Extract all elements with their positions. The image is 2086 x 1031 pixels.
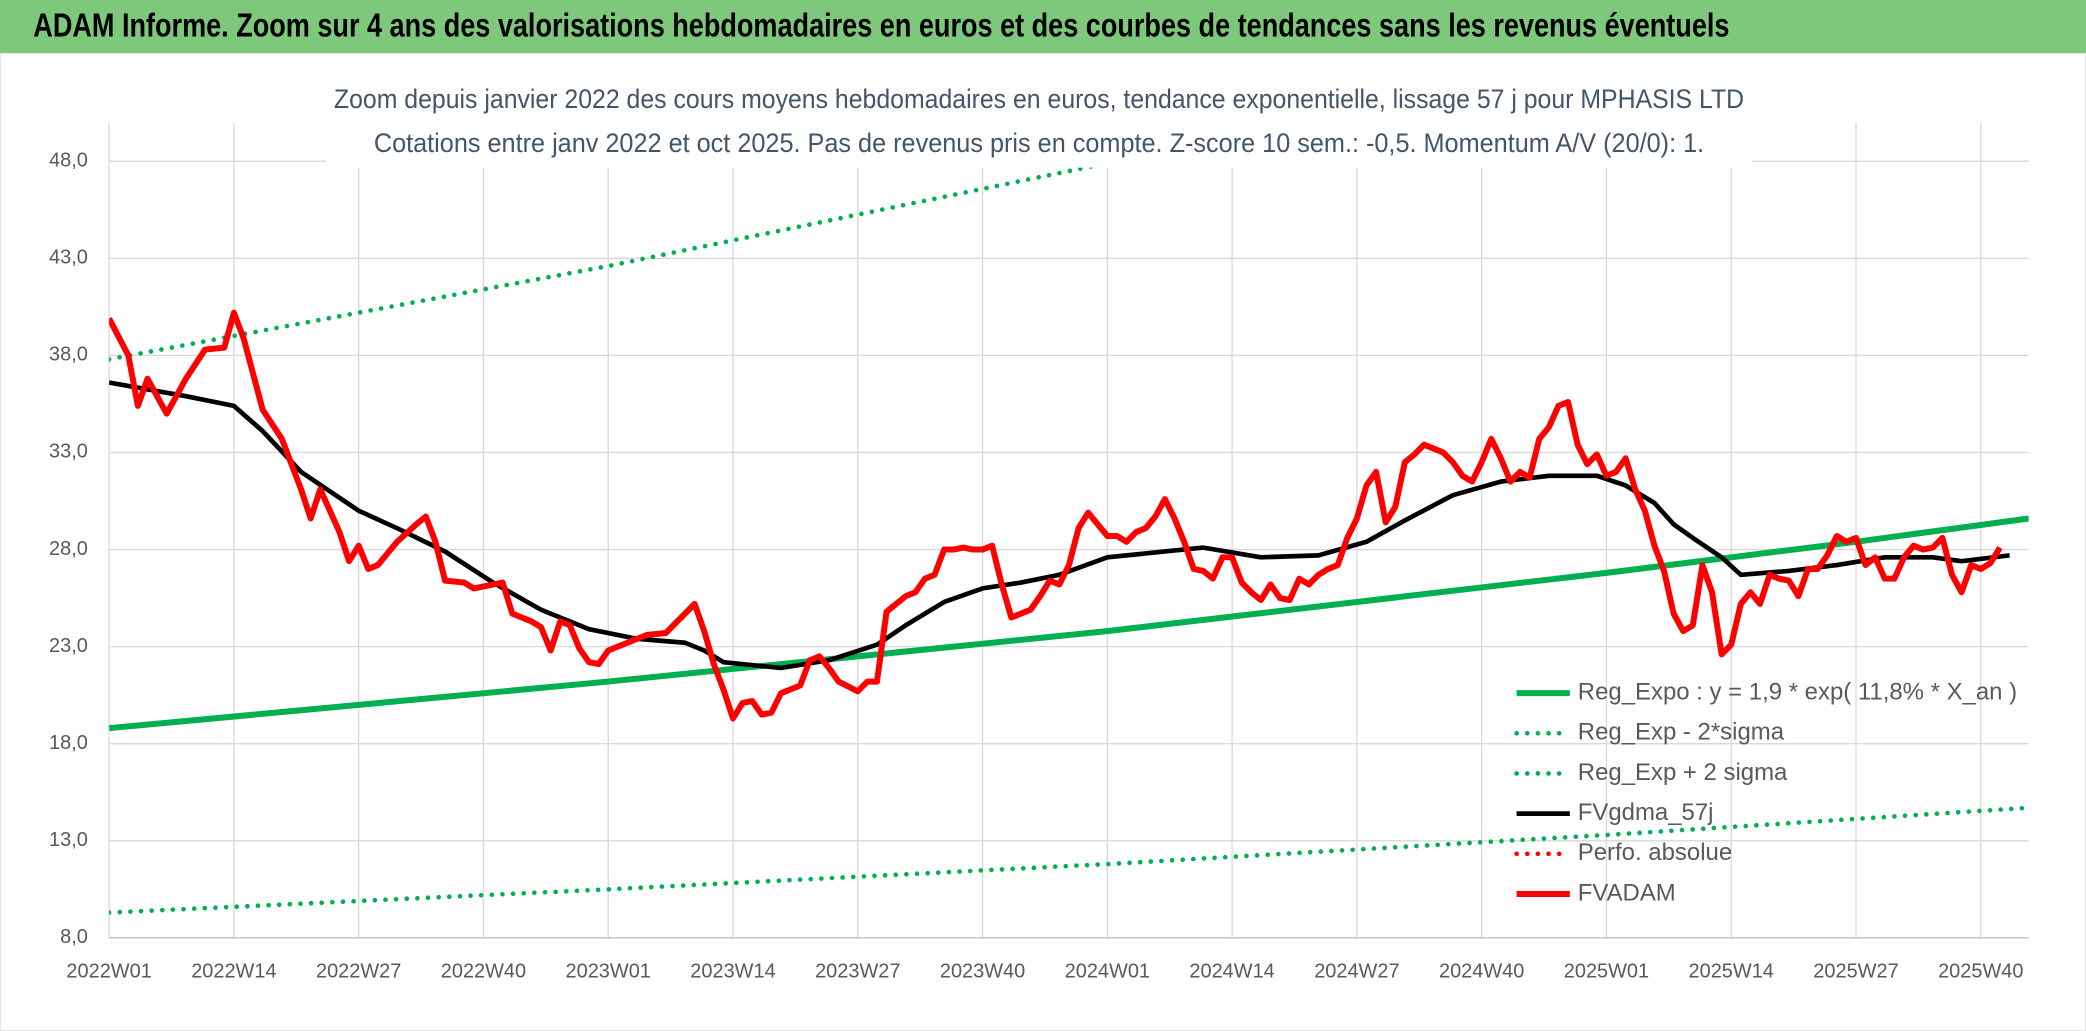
x-tick-label: 2022W14 (191, 961, 276, 983)
x-tick-label: 2025W40 (1938, 961, 2023, 983)
y-tick-label: 33,0 (49, 441, 88, 463)
y-tick-label: 8,0 (60, 926, 88, 948)
x-tick-label: 2024W40 (1439, 961, 1524, 983)
legend-label: Reg_Exp - 2*sigma (1578, 719, 1785, 746)
legend-label: Perfo. absolue (1578, 839, 1732, 866)
title-box (325, 77, 1753, 168)
series-line (109, 309, 2003, 722)
x-tick-label: 2022W40 (441, 961, 526, 983)
x-tick-label: 2024W01 (1065, 961, 1150, 983)
y-tick-label: 38,0 (49, 344, 88, 366)
x-tick-label: 2022W27 (316, 961, 401, 983)
x-tick-label: 2022W01 (66, 961, 151, 983)
x-tick-label: 2024W14 (1189, 961, 1274, 983)
y-tick-label: 13,0 (49, 829, 88, 851)
legend-label: FVgdma_57j (1578, 799, 1714, 826)
y-tick-label: 48,0 (49, 149, 88, 171)
series-line (109, 805, 2029, 915)
series-line (109, 380, 2010, 671)
chart-subtitle: Cotations entre janv 2022 et oct 2025. P… (374, 128, 1704, 158)
x-tick-label: 2024W27 (1314, 961, 1399, 983)
x-tick-label: 2025W14 (1689, 961, 1774, 983)
chart-title: Zoom depuis janvier 2022 des cours moyen… (334, 84, 1744, 114)
legend-label: Reg_Exp + 2 sigma (1578, 759, 1788, 786)
x-tick-label: 2025W27 (1813, 961, 1898, 983)
y-tick-label: 43,0 (49, 247, 88, 269)
plot-area: 8,0 13,0 18,0 23,0 28,0 33,0 38,0 43,0 48,0 2022W… (49, 122, 2029, 983)
x-tick-label: 2025W01 (1564, 961, 1649, 983)
header-title: ADAM Informe. Zoom sur 4 ans des valoris… (33, 8, 1729, 45)
x-tick-label: 2023W40 (940, 961, 1025, 983)
legend-label: FVADAM (1578, 879, 1676, 906)
x-tick-label: 2023W27 (815, 961, 900, 983)
y-tick-label: 28,0 (49, 538, 88, 560)
header-bar (0, 0, 2086, 54)
y-tick-label: 23,0 (49, 635, 88, 657)
series-line (109, 122, 1293, 362)
legend: Reg_Expo : y = 1,9 * exp( 11,8% * X_an )… (1514, 678, 2017, 906)
x-tick-label: 2023W01 (566, 961, 651, 983)
x-tick-label: 2023W14 (690, 961, 775, 983)
legend-label: Reg_Expo : y = 1,9 * exp( 11,8% * X_an ) (1578, 678, 2017, 705)
series-line (109, 515, 2029, 732)
y-tick-label: 18,0 (49, 732, 88, 754)
